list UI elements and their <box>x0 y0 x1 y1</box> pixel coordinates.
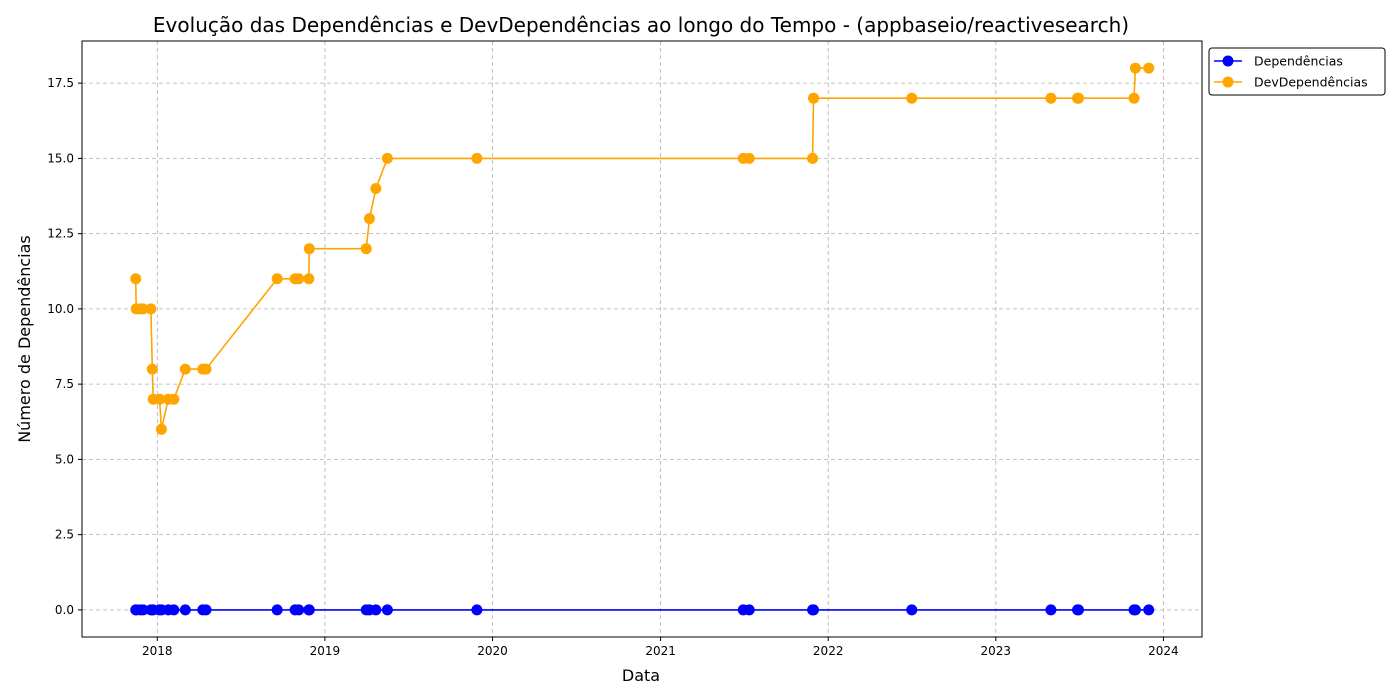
data-point <box>363 213 375 225</box>
data-point <box>293 273 305 285</box>
data-point <box>1128 92 1140 104</box>
x-tick-label: 2023 <box>981 644 1012 658</box>
x-axis-title: Data <box>622 666 660 685</box>
data-point <box>1143 62 1155 74</box>
grid-lines <box>82 41 1202 637</box>
data-point <box>370 604 382 616</box>
data-point <box>303 604 315 616</box>
series-group <box>130 62 1155 616</box>
chart-title: Evolução das Dependências e DevDependênc… <box>153 13 1129 37</box>
data-point <box>145 303 157 315</box>
y-tick-label: 2.5 <box>55 528 74 542</box>
data-point <box>906 604 918 616</box>
data-point <box>146 363 158 375</box>
data-point <box>471 152 483 164</box>
data-point <box>807 152 819 164</box>
data-point <box>381 152 393 164</box>
x-tick-label: 2019 <box>310 644 341 658</box>
y-axis-title: Número de Dependências <box>15 235 34 443</box>
data-point <box>1072 92 1084 104</box>
legend: Dependências DevDependências <box>1208 47 1386 96</box>
data-point <box>293 604 305 616</box>
x-tick-label: 2022 <box>813 644 844 658</box>
legend-label: DevDependências <box>1254 75 1368 90</box>
data-point <box>743 152 755 164</box>
data-point <box>303 273 315 285</box>
data-point <box>1045 92 1057 104</box>
data-point <box>168 604 180 616</box>
data-point <box>137 303 149 315</box>
data-point <box>808 604 820 616</box>
y-axis-ticks: 0.0 2.5 5.0 7.5 10.0 12.5 15.0 17.5 <box>47 76 82 617</box>
y-tick-label: 10.0 <box>47 302 74 316</box>
data-point <box>168 393 180 405</box>
data-point <box>743 604 755 616</box>
data-point <box>1129 62 1141 74</box>
data-point <box>471 604 483 616</box>
legend-box <box>1208 47 1386 96</box>
data-point <box>154 393 166 405</box>
x-tick-label: 2021 <box>645 644 676 658</box>
data-point <box>1045 604 1057 616</box>
y-tick-label: 5.0 <box>55 452 74 466</box>
series-1 <box>130 604 1155 616</box>
data-point <box>137 604 149 616</box>
data-point <box>1143 604 1155 616</box>
plot-frame <box>81 40 1203 638</box>
data-point <box>155 423 167 435</box>
x-axis-ticks: 2018 2019 2020 2021 2022 2023 2024 <box>142 637 1179 658</box>
y-tick-label: 7.5 <box>55 377 74 391</box>
data-point <box>179 363 191 375</box>
data-point <box>303 243 315 255</box>
data-point <box>271 604 283 616</box>
data-point <box>179 604 191 616</box>
data-point <box>1129 604 1141 616</box>
data-point <box>200 604 212 616</box>
y-tick-label: 17.5 <box>47 76 74 90</box>
y-tick-label: 0.0 <box>55 603 74 617</box>
data-point <box>271 273 283 285</box>
legend-marker <box>1222 55 1234 67</box>
x-tick-label: 2018 <box>142 644 173 658</box>
data-point <box>130 273 142 285</box>
x-tick-label: 2020 <box>477 644 508 658</box>
data-point <box>906 92 918 104</box>
legend-label: Dependências <box>1254 54 1343 69</box>
y-tick-label: 15.0 <box>47 151 74 165</box>
data-point <box>370 182 382 194</box>
data-point <box>1072 604 1084 616</box>
x-tick-label: 2024 <box>1148 644 1179 658</box>
data-point <box>381 604 393 616</box>
y-tick-label: 12.5 <box>47 227 74 241</box>
series-2 <box>130 62 1155 435</box>
plot-area <box>82 41 1202 637</box>
data-point <box>360 243 372 255</box>
data-point <box>200 363 212 375</box>
data-point <box>808 92 820 104</box>
legend-marker <box>1222 76 1234 88</box>
